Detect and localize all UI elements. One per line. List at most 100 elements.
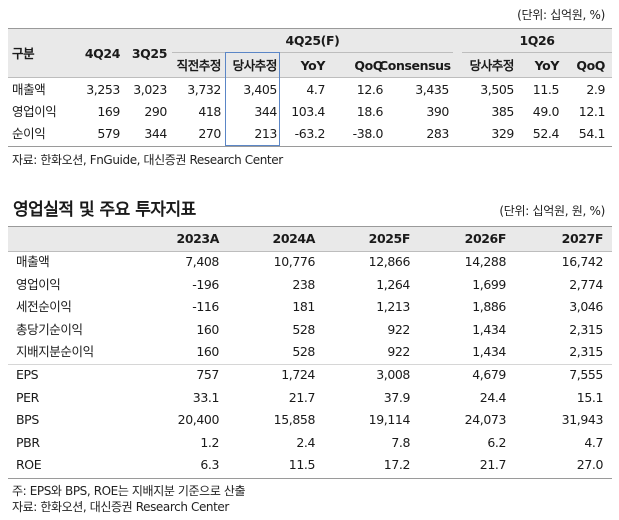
table1-cell: 12.1: [578, 104, 606, 119]
table1-cell: 169: [97, 104, 120, 119]
table1-cell: 52.4: [532, 126, 560, 141]
table1-source: 자료: 한화오션, FnGuide, 대신증권 Research Center: [12, 153, 283, 167]
table2-cell: 7.8: [391, 435, 410, 450]
table2-cell: 528: [292, 344, 315, 359]
table1-subheader: YoY: [534, 58, 560, 73]
table1-cell: 290: [144, 104, 167, 119]
table2-cell: 31,943: [561, 412, 604, 427]
table1-cell: 270: [198, 126, 221, 141]
table2-source: 자료: 한화오션, 대신증권 Research Center: [12, 500, 229, 514]
table2-cell: 160: [196, 344, 219, 359]
table1-cell: 3,505: [480, 82, 514, 97]
table2-cell: 11.5: [288, 457, 316, 472]
table1-subheader: Consensus: [379, 58, 451, 73]
table1-subheader: QoQ: [354, 58, 383, 73]
table2-cell: 1,434: [472, 322, 506, 337]
table2-year-header: 2025F: [368, 231, 411, 246]
table2-cell: 1.2: [200, 435, 219, 450]
table2-cell: 1,434: [472, 344, 506, 359]
table1-cell: 418: [198, 104, 221, 119]
table1-cell: 18.6: [356, 104, 384, 119]
table2-bottom-rule: [8, 478, 612, 479]
table1-cell: 213: [254, 126, 277, 141]
table2-row-label: 지배지분순이익: [16, 344, 94, 359]
table1-corner: 구분: [12, 46, 35, 61]
table1-cell: 3,023: [133, 82, 167, 97]
table2-cell: 160: [196, 322, 219, 337]
table1-col-4q24: 4Q24: [84, 46, 121, 61]
table2-cell: 1,699: [472, 277, 506, 292]
table1-cell: 390: [426, 104, 449, 119]
table2-cell: 21.7: [479, 457, 507, 472]
table2-cell: 3,008: [376, 367, 410, 382]
table2-cell: 7,408: [185, 254, 219, 269]
table2-cell: 1,264: [376, 277, 410, 292]
table2-cell: 16,742: [561, 254, 604, 269]
highlight-box: [225, 52, 280, 146]
table1-cell: 3,435: [415, 82, 449, 97]
table2-year-header: 2023A: [176, 231, 220, 246]
table1-cell: 3,405: [243, 82, 277, 97]
table1-row-label: 순이익: [12, 126, 46, 141]
table2-cell: 922: [387, 322, 410, 337]
table2-cell: 10,776: [273, 254, 316, 269]
table2-row-label: 영업이익: [16, 277, 61, 292]
table1-top-rule: [8, 28, 612, 29]
table2-cell: 21.7: [288, 390, 316, 405]
table2-year-header: 2027F: [561, 231, 604, 246]
table2-cell: 15,858: [273, 412, 316, 427]
table2-row-label: 총당기순이익: [16, 322, 83, 337]
table1-cell: 344: [254, 104, 277, 119]
table2-row-label: BPS: [16, 412, 39, 427]
table1-cell: 12.6: [356, 82, 384, 97]
table2-cell: 2.4: [296, 435, 315, 450]
table2-cell: 7,555: [569, 367, 603, 382]
table1-subheader: QoQ: [576, 58, 605, 73]
table2-year-header: 2024A: [272, 231, 316, 246]
group2-underline: [462, 52, 612, 53]
table1-cell: 54.1: [578, 126, 606, 141]
table2-cell: 33.1: [192, 390, 220, 405]
table1-bottom-rule: [8, 146, 612, 147]
table1-header-rule: [8, 77, 612, 78]
table1-col-3q25: 3Q25: [131, 46, 168, 61]
table2-cell: 2,315: [569, 344, 603, 359]
table2-cell: 238: [292, 277, 315, 292]
table2-cell: 24.4: [479, 390, 507, 405]
table2-cell: 27.0: [576, 457, 604, 472]
table1-row-label: 매출액: [12, 82, 46, 97]
table1-group-4q25f: 4Q25(F): [285, 33, 340, 48]
table2-cell: 15.1: [576, 390, 604, 405]
table2-unit: (단위: 십억원, 원, %): [499, 204, 605, 218]
table2-cell: 1,724: [281, 367, 315, 382]
table2-header-row: [8, 227, 612, 251]
table1-header-row1: [8, 29, 612, 53]
table1-cell: 385: [491, 104, 514, 119]
table2-cell: 6.3: [200, 457, 219, 472]
table1-subheader: 직전추정: [176, 58, 222, 73]
table2-cell: 1,213: [376, 299, 410, 314]
table2-cell: 3,046: [569, 299, 603, 314]
table2-cell: 2,774: [569, 277, 603, 292]
table1-cell: -63.2: [294, 126, 326, 141]
table2-top-rule: [8, 226, 612, 227]
table2-note: 주: EPS와 BPS, ROE는 지배지분 기준으로 산출: [12, 484, 246, 498]
table2-cell: 17.2: [383, 457, 411, 472]
table1-subheader: YoY: [300, 58, 326, 73]
table2-cell: 20,400: [177, 412, 220, 427]
table2-cell: -196: [192, 277, 219, 292]
table2-row-label: 세전순이익: [16, 299, 72, 314]
table2-cell: 1,886: [472, 299, 506, 314]
table1-cell: 579: [97, 126, 120, 141]
table1-cell: 4.7: [306, 82, 325, 97]
table2-cell: 4.7: [584, 435, 603, 450]
table1-cell: 11.5: [532, 82, 560, 97]
table2-section-rule: [8, 364, 612, 365]
table1-group-1q26: 1Q26: [519, 33, 555, 48]
table2-cell: 19,114: [368, 412, 411, 427]
table2-row-label: ROE: [16, 457, 42, 472]
table2-cell: 181: [292, 299, 315, 314]
table2-cell: 2,315: [569, 322, 603, 337]
table2-cell: 6.2: [487, 435, 506, 450]
table1-header-row2: [8, 53, 612, 77]
